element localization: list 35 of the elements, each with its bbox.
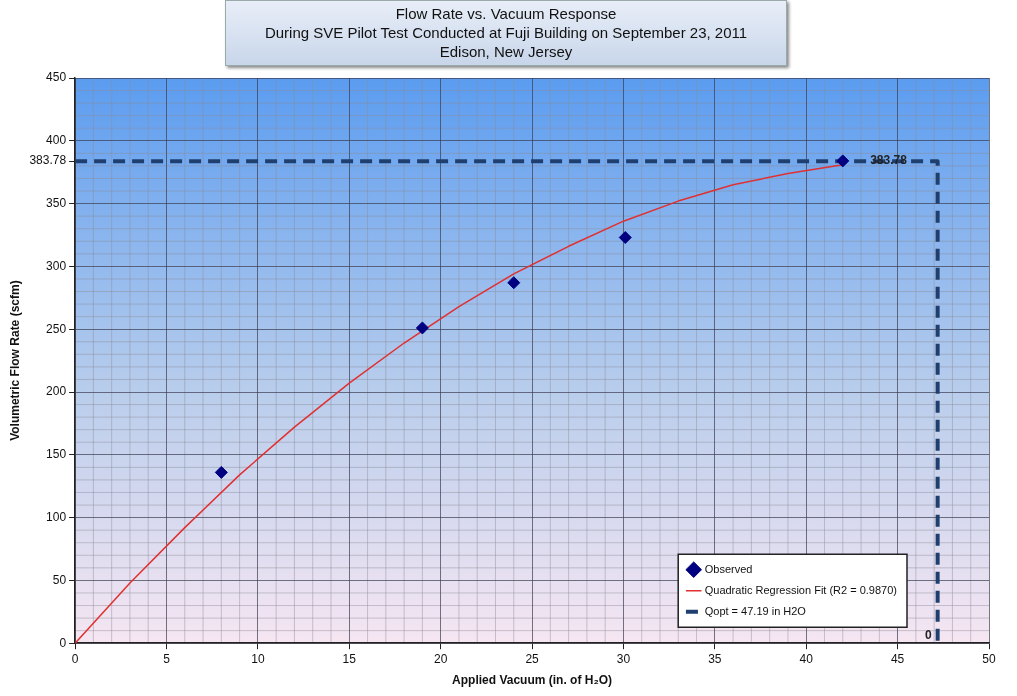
y-tick-label: 350: [46, 195, 67, 210]
legend-label: Quadratic Regression Fit (R2 = 0.9870): [704, 583, 898, 596]
y-tick-label: 300: [46, 258, 67, 273]
x-axis-title: Applied Vacuum (in. of H₂O): [452, 673, 613, 688]
point: [214, 465, 228, 479]
x-tick-label: 50: [982, 651, 996, 666]
annotation: 383.78: [870, 153, 908, 168]
y-tick-label: 383.78: [29, 153, 67, 168]
point: [618, 231, 632, 245]
y-tick-label: 250: [46, 321, 67, 336]
x-tick-label: 30: [616, 651, 631, 666]
y-tick-label: 100: [46, 509, 67, 524]
x-tick-label: 35: [708, 651, 722, 666]
point: [836, 154, 850, 168]
legend-label: Observed: [704, 562, 753, 575]
y-tick-label: 150: [46, 447, 67, 462]
point: [415, 321, 429, 335]
x-tick-label: 10: [251, 651, 265, 666]
x-tick-label: 0: [71, 651, 79, 666]
chart-title: Flow Rate vs. Vacuum Response During SVE Pilot Test Conducted at Fuji Building on September 23, 2011 Edison, New Jersey: [263, 4, 749, 61]
annotation: 0: [924, 627, 932, 642]
x-tick-label: 20: [433, 651, 448, 666]
x-tick-label: 45: [890, 651, 905, 666]
y-tick-label: 450: [46, 70, 67, 85]
y-tick-label: 50: [52, 572, 67, 587]
y-tick-label: 200: [46, 384, 67, 399]
y-axis-title: Volumetric Flow Rate (scfm): [7, 280, 22, 441]
x-tick-label: 40: [799, 651, 814, 666]
x-tick-label: 25: [525, 651, 540, 666]
legend-label: Qopt = 47.19 in H2O: [704, 604, 807, 617]
x-tick-label: 5: [163, 651, 171, 666]
y-tick-label: 400: [46, 133, 67, 148]
y-tick-label: 0: [59, 635, 67, 650]
point: [507, 276, 521, 290]
x-tick-label: 15: [342, 651, 357, 666]
